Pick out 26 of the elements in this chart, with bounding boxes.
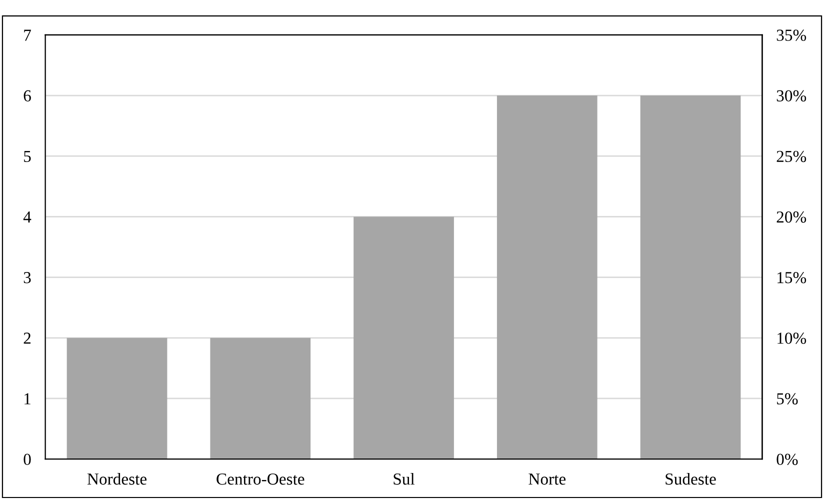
bar — [210, 338, 311, 460]
x-tick-label: Sudeste — [666, 472, 716, 485]
y2-tick-label: 35% — [776, 30, 806, 41]
y-tick-label: 1 — [24, 393, 30, 404]
y2-tick-label: 25% — [776, 150, 806, 162]
y2-tick-label: 15% — [778, 272, 806, 284]
bar — [66, 338, 168, 460]
y2-tick-label: 20% — [776, 211, 806, 223]
y-tick-label: 6 — [24, 90, 31, 102]
y-tick-label: 0 — [24, 454, 31, 466]
bar — [640, 96, 741, 460]
y-tick-label: 4 — [23, 212, 32, 222]
y2-tick-label: 5% — [777, 393, 798, 404]
bar — [354, 216, 454, 460]
x-tick-label: Centro-Oeste — [216, 473, 304, 485]
y-tick-label: 3 — [24, 272, 31, 284]
y2-tick-label: 30% — [776, 90, 806, 102]
y-tick-label: 5 — [24, 150, 31, 162]
bar — [496, 96, 598, 460]
x-tick-label: Sul — [394, 472, 415, 485]
x-tick-label: Nordeste — [87, 472, 147, 485]
y2-tick-label: 0% — [776, 454, 798, 466]
y2-tick-label: 10% — [778, 332, 806, 344]
y-tick-label: 2 — [24, 332, 31, 344]
y-tick-label: 7 — [24, 30, 31, 41]
x-tick-label: Norte — [528, 474, 566, 485]
